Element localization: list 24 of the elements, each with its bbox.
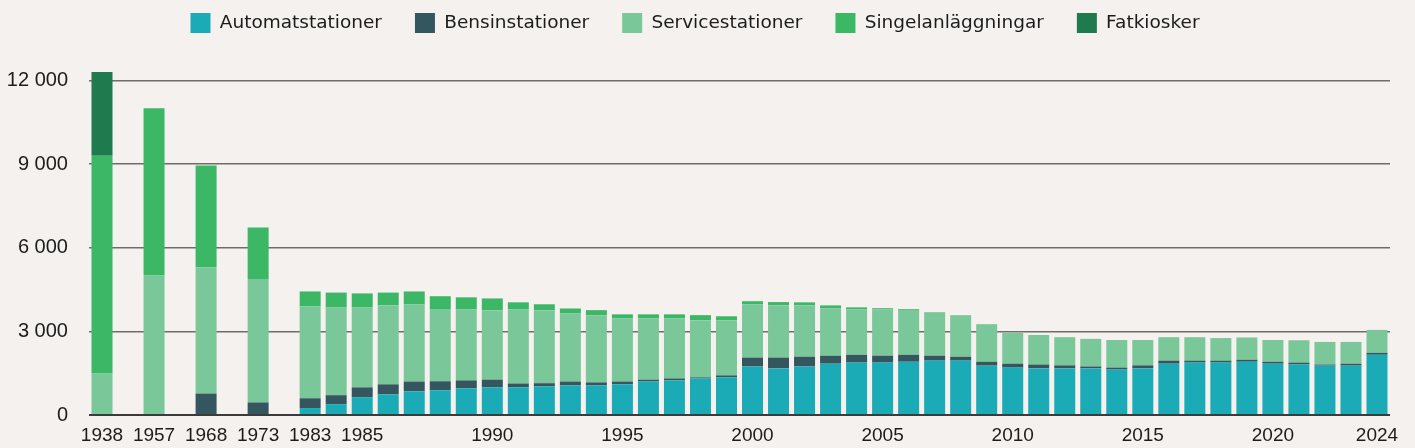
y-tick-label: 6 000 bbox=[17, 235, 68, 258]
x-tick-label: 1995 bbox=[601, 423, 644, 445]
y-tick-label: 9 000 bbox=[17, 151, 68, 174]
x-tick-label: 2010 bbox=[991, 423, 1034, 445]
x-tick-label: 2000 bbox=[731, 423, 774, 445]
x-tick-label: 2024 bbox=[1355, 423, 1399, 445]
x-tick-label: 1985 bbox=[341, 423, 384, 445]
legend-label: Automatstationer bbox=[219, 10, 383, 32]
x-tick-label: 2005 bbox=[861, 423, 904, 445]
x-tick-label: 1973 bbox=[236, 423, 280, 445]
legend-label: Servicestationer bbox=[651, 10, 803, 32]
x-tick-label: 1990 bbox=[471, 423, 514, 445]
y-tick-label: 3 000 bbox=[17, 318, 68, 341]
x-tick-label: 2015 bbox=[1121, 423, 1164, 445]
legend-label: Singelanläggningar bbox=[864, 10, 1045, 32]
x-tick-label: 1957 bbox=[132, 423, 176, 445]
x-tick-label: 1983 bbox=[289, 423, 332, 445]
x-tick-label: 2020 bbox=[1251, 423, 1295, 445]
x-tick-label: 1938 bbox=[80, 423, 124, 445]
legend-label: Bensinstationer bbox=[444, 10, 590, 32]
y-tick-label: 0 bbox=[56, 402, 68, 425]
legend-label: Fatkiosker bbox=[1106, 10, 1200, 32]
y-tick-label: 12 000 bbox=[6, 67, 68, 90]
x-tick-label: 1968 bbox=[184, 423, 228, 445]
